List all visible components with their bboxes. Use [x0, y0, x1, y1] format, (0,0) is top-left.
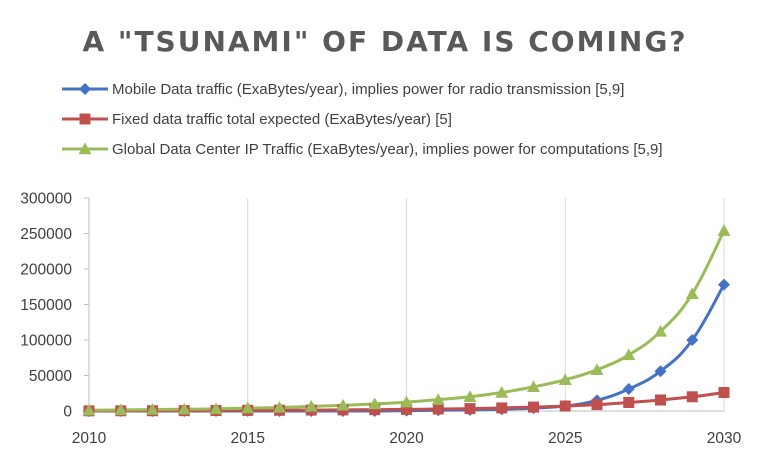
- series-2-point-2023: [495, 386, 509, 398]
- series-1-point-2029: [686, 391, 698, 403]
- series-0-point-2029: [686, 334, 699, 346]
- legend: Mobile Data traffic (ExaBytes/year), imp…: [62, 81, 663, 158]
- y-tick-label-300000: 300000: [20, 191, 72, 208]
- series-1-point-2030: [718, 387, 730, 399]
- series-1-point-2022: [464, 403, 476, 415]
- series-1-point-2025: [559, 400, 571, 412]
- chart-title: A "TSUNAMI" OF DATA IS COMING?: [82, 25, 687, 58]
- legend-label-2: Global Data Center IP Traffic (ExaBytes/…: [112, 141, 663, 158]
- series-2-point-2019: [368, 397, 382, 410]
- x-tick-label-2020: 2020: [389, 430, 424, 447]
- series-2-point-2026: [590, 363, 604, 376]
- series-2-point-2017: [304, 399, 318, 412]
- series-2-point-2016: [273, 400, 286, 413]
- series-1-point-2027: [623, 396, 635, 408]
- series-2-point-2014: [209, 402, 223, 415]
- series-2-point-2027: [622, 348, 636, 361]
- series-2-point-2022: [463, 390, 477, 402]
- series-2-point-2015: [241, 401, 255, 414]
- series-2-point-2012: [146, 403, 159, 415]
- series-2-point-2029: [685, 287, 699, 300]
- series-2-point-2030: [717, 224, 731, 236]
- legend-label-1: Fixed data traffic total expected (ExaBy…: [112, 111, 452, 128]
- x-tick-label-2015: 2015: [231, 430, 265, 447]
- series-2-point-2010: [82, 403, 96, 416]
- series-2-point-2028: [654, 324, 667, 337]
- series-group: [82, 224, 731, 417]
- y-tick-label-50000: 50000: [29, 368, 72, 385]
- x-tick-label-2025: 2025: [548, 430, 582, 447]
- series-1-point-2024: [528, 401, 539, 413]
- grid: [247, 198, 725, 411]
- series-2-point-2025: [558, 373, 572, 385]
- series-1-point-2026: [591, 399, 603, 411]
- y-tick-label-250000: 250000: [20, 226, 72, 243]
- legend-label-0: Mobile Data traffic (ExaBytes/year), imp…: [112, 81, 624, 98]
- series-2-point-2013: [177, 402, 191, 415]
- y-tick-label-200000: 200000: [20, 262, 72, 279]
- legend-marker-1: [79, 113, 91, 125]
- series-0-point-2027: [622, 382, 635, 395]
- series-1-point-2020: [401, 403, 412, 415]
- legend-marker-2: [78, 142, 92, 155]
- y-tick-label-100000: 100000: [20, 333, 72, 350]
- axes: [84, 197, 724, 412]
- series-2-point-2011: [114, 403, 128, 416]
- legend-marker-0: [79, 83, 91, 95]
- series-1-point-2023: [496, 402, 508, 414]
- series-2-point-2021: [431, 393, 445, 405]
- series-1-point-2019: [369, 404, 381, 416]
- series-2-point-2020: [400, 395, 413, 408]
- series-0-point-2030: [718, 278, 730, 291]
- y-tick-label-0: 0: [63, 404, 72, 421]
- series-0-point-2028: [654, 365, 667, 378]
- series-2-point-2018: [336, 398, 350, 411]
- y-tick-label-150000: 150000: [20, 297, 72, 314]
- x-tick-label-2030: 2030: [707, 430, 742, 447]
- series-1-point-2028: [655, 394, 666, 406]
- tick-labels: 0 50000 100000 150000 200000 250000 300000 2010…: [20, 191, 741, 448]
- series-1-point-2021: [432, 403, 444, 415]
- x-tick-label-2010: 2010: [72, 430, 107, 447]
- series-2-point-2024: [527, 380, 540, 393]
